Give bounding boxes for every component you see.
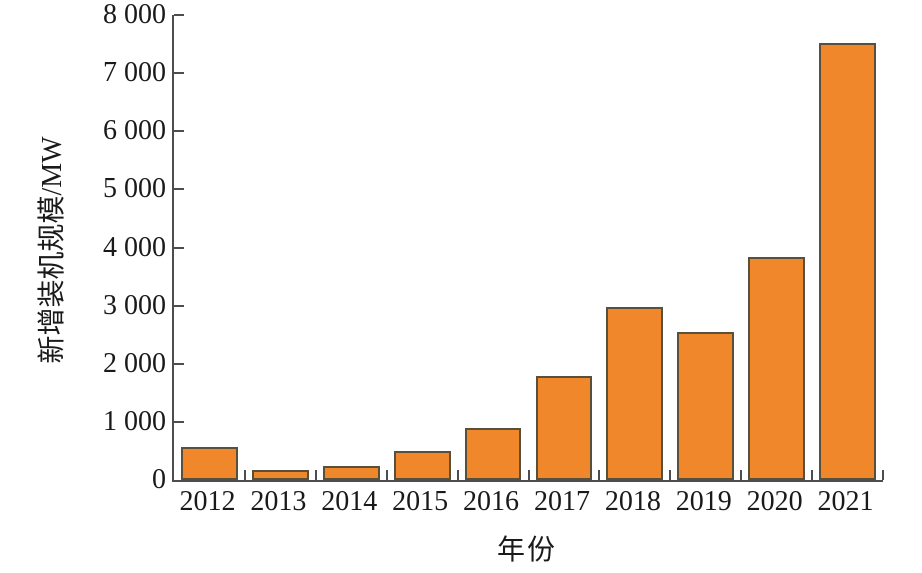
bar-2019 xyxy=(677,332,735,480)
y-tick-mark xyxy=(174,14,184,16)
x-tick-mark xyxy=(456,470,459,480)
x-tick-label: 2013 xyxy=(250,486,307,517)
x-tick-mark xyxy=(669,470,672,480)
x-axis-title: 年份 xyxy=(496,535,557,566)
y-tick-label: 4 000 xyxy=(103,231,166,263)
x-tick-label: 2015 xyxy=(392,486,449,517)
bar-2016 xyxy=(464,427,522,480)
y-tick-mark xyxy=(174,72,184,75)
x-tick-mark xyxy=(314,470,317,480)
x-tick-label: 2019 xyxy=(675,486,732,517)
y-tick-mark xyxy=(174,246,184,249)
x-tick-label: 2017 xyxy=(533,486,590,517)
x-tick-mark xyxy=(243,470,246,480)
plot-area xyxy=(172,14,884,482)
x-tick-mark xyxy=(811,470,814,480)
y-tick-label: 5 000 xyxy=(103,173,166,205)
x-tick-mark xyxy=(527,470,530,480)
y-tick-label: 3 000 xyxy=(103,289,166,321)
y-tick-label: 7 000 xyxy=(103,57,166,89)
x-tick-label: 2020 xyxy=(746,486,803,517)
x-tick-mark xyxy=(882,470,884,480)
x-tick-label: 2012 xyxy=(179,486,236,517)
y-tick-mark xyxy=(174,130,184,133)
bar-2012 xyxy=(181,447,238,480)
bar-2021 xyxy=(819,42,876,480)
x-tick-mark xyxy=(385,470,388,480)
y-tick-mark xyxy=(174,188,184,191)
bar-2015 xyxy=(393,450,451,480)
bar-2020 xyxy=(748,256,805,480)
y-tick-label: 2 000 xyxy=(103,347,166,379)
y-tick-label: 0 xyxy=(152,464,166,495)
x-tick-mark xyxy=(740,470,743,480)
x-tick-label: 2014 xyxy=(321,486,378,517)
bar-2013 xyxy=(251,469,309,480)
y-tick-label: 6 000 xyxy=(103,115,166,147)
x-tick-label: 2018 xyxy=(604,486,661,517)
x-tick-mark xyxy=(598,470,601,480)
y-tick-mark xyxy=(174,420,184,423)
y-tick-label: 8 000 xyxy=(103,0,166,30)
x-tick-label: 2021 xyxy=(817,486,874,517)
y-tick-label: 1 000 xyxy=(103,405,166,437)
y-tick-mark xyxy=(174,304,184,307)
bar-2017 xyxy=(535,375,593,480)
x-tick-label: 2016 xyxy=(463,486,520,517)
bar-2014 xyxy=(322,466,380,480)
y-tick-mark xyxy=(174,362,184,365)
bar-2018 xyxy=(606,306,664,480)
